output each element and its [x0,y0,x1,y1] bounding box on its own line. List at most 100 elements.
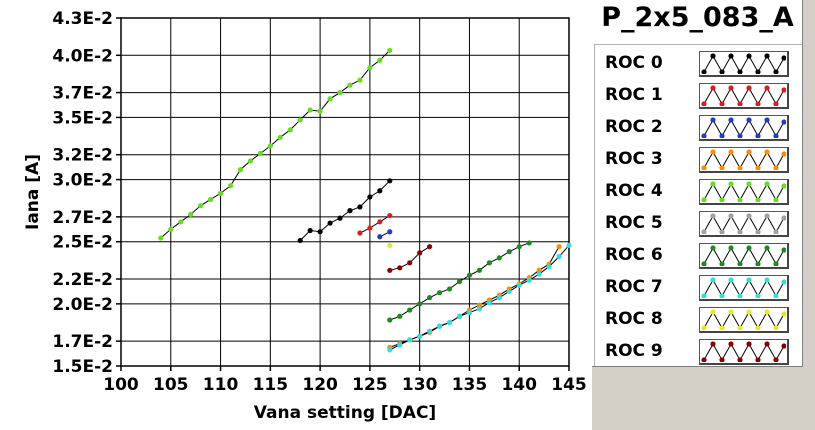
x-tick-label: 125 [352,375,388,395]
legend-item: ROC 9 [595,337,802,367]
legend-label: ROC 1 [605,85,663,105]
series-line [389,246,560,348]
x-tick-label: 120 [302,375,338,395]
data-point [506,249,512,255]
data-point [387,347,393,353]
x-axis-label: Vana setting [DAC] [254,403,436,423]
legend-item: ROC 7 [595,273,802,303]
data-point [217,190,224,196]
data-point [556,244,562,250]
data-point [377,234,383,240]
data-point [367,194,373,200]
x-tick-label: 130 [402,375,438,395]
data-point [446,319,453,326]
series-roc-7 [387,242,572,353]
legend-item: ROC 5 [595,209,802,239]
y-tick-label: 1.5E-2 [52,357,113,377]
data-point [466,309,473,316]
data-point [387,213,393,219]
data-point [417,333,423,339]
legend-swatch [699,115,789,141]
data-point [407,337,413,343]
frame-divider [592,366,803,367]
data-point [436,290,443,296]
y-tick-label: 3.0E-2 [52,171,113,191]
data-point [427,244,433,250]
legend-swatch [699,275,789,301]
data-point [387,47,393,53]
data-point [397,265,403,271]
legend-item: ROC 0 [595,49,802,79]
data-point [407,260,413,266]
data-point [367,65,373,71]
data-point [377,219,383,225]
x-tick-label: 100 [103,375,139,395]
y-tick-label: 2.7E-2 [52,208,113,228]
data-point [357,230,363,236]
y-tick-label: 2.0E-2 [52,295,113,315]
legend-label: ROC 0 [605,53,663,73]
data-point [407,307,413,313]
data-point [516,282,522,288]
data-point [496,255,502,261]
data-point [198,203,204,209]
data-point [277,134,283,140]
data-point [307,107,313,113]
legend-label: ROC 8 [605,309,663,329]
legend-swatch-icon [701,245,787,267]
legend-swatch [699,243,789,269]
legend-label: ROC 3 [605,149,663,169]
data-point [367,225,373,231]
data-point [257,150,263,157]
legend-swatch [699,179,789,205]
data-point [307,227,313,234]
data-point [556,254,562,260]
data-point [417,250,423,256]
series-roc-9 [387,244,433,273]
data-point [427,295,433,301]
legend-swatch [699,83,789,109]
series-roc-4 [158,47,393,241]
legend-swatch-icon [701,149,787,171]
legend-label: ROC 4 [605,181,663,201]
data-point [317,108,323,114]
data-point [377,57,383,63]
chart-title: P_2x5_083_A [601,2,794,33]
legend-item: ROC 6 [595,241,802,271]
window-frame-bottom [592,366,815,430]
legend-swatch-icon [701,181,787,203]
legend-label: ROC 9 [605,341,663,361]
data-point [178,219,184,225]
data-point [297,117,303,123]
x-tick-label: 135 [452,375,488,395]
legend-swatch-icon [701,213,787,235]
data-point [476,306,482,312]
legend-swatch-icon [701,341,787,363]
data-point [357,77,363,83]
series-roc-3 [387,244,562,350]
legend-swatch [699,51,789,77]
x-tick-label: 145 [551,375,587,395]
data-point [317,229,323,235]
data-point [417,301,423,307]
data-point [456,313,463,319]
series-line [299,180,391,241]
data-point [357,204,363,210]
data-point [337,89,343,96]
legend-swatch [699,211,789,237]
frame-divider-vertical [802,0,803,367]
series-line [160,49,391,239]
y-tick-label: 3.7E-2 [52,84,113,104]
y-tick-label: 2.5E-2 [52,233,113,253]
plot-frame [120,17,570,367]
data-point [486,300,492,306]
data-point [347,208,353,214]
data-point [446,286,453,292]
data-point [158,235,164,241]
legend-swatch-icon [701,85,787,107]
data-point [337,215,343,221]
data-point [387,242,393,249]
legend-swatch [699,307,789,333]
data-point [227,183,234,189]
legend-swatch [699,339,789,365]
